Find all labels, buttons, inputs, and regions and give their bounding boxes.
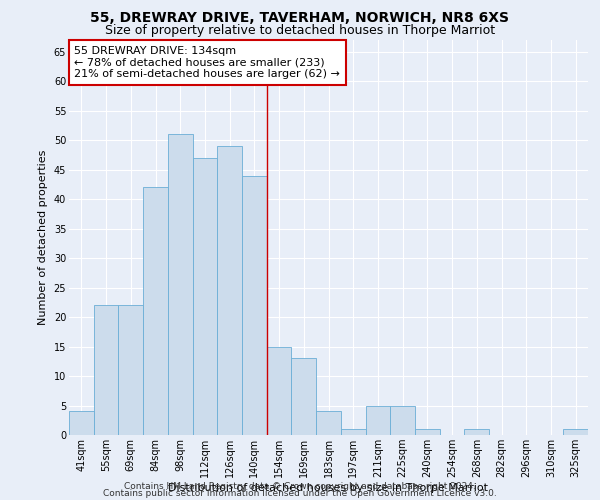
Bar: [168, 134, 193, 435]
Text: Contains HM Land Registry data © Crown copyright and database right 2024.: Contains HM Land Registry data © Crown c…: [124, 482, 476, 491]
Bar: [217, 146, 242, 435]
Bar: [94, 306, 118, 435]
Bar: [143, 188, 168, 435]
Bar: [563, 429, 588, 435]
Bar: [316, 412, 341, 435]
Bar: [193, 158, 217, 435]
Text: Contains public sector information licensed under the Open Government Licence v3: Contains public sector information licen…: [103, 489, 497, 498]
Bar: [118, 306, 143, 435]
Bar: [365, 406, 390, 435]
Y-axis label: Number of detached properties: Number of detached properties: [38, 150, 48, 325]
Text: 55 DREWRAY DRIVE: 134sqm
← 78% of detached houses are smaller (233)
21% of semi-: 55 DREWRAY DRIVE: 134sqm ← 78% of detach…: [74, 46, 340, 79]
X-axis label: Distribution of detached houses by size in Thorpe Marriot: Distribution of detached houses by size …: [169, 483, 488, 493]
Text: Size of property relative to detached houses in Thorpe Marriot: Size of property relative to detached ho…: [105, 24, 495, 37]
Text: 55, DREWRAY DRIVE, TAVERHAM, NORWICH, NR8 6XS: 55, DREWRAY DRIVE, TAVERHAM, NORWICH, NR…: [91, 12, 509, 26]
Bar: [341, 429, 365, 435]
Bar: [292, 358, 316, 435]
Bar: [267, 346, 292, 435]
Bar: [415, 429, 440, 435]
Bar: [464, 429, 489, 435]
Bar: [69, 412, 94, 435]
Bar: [390, 406, 415, 435]
Bar: [242, 176, 267, 435]
